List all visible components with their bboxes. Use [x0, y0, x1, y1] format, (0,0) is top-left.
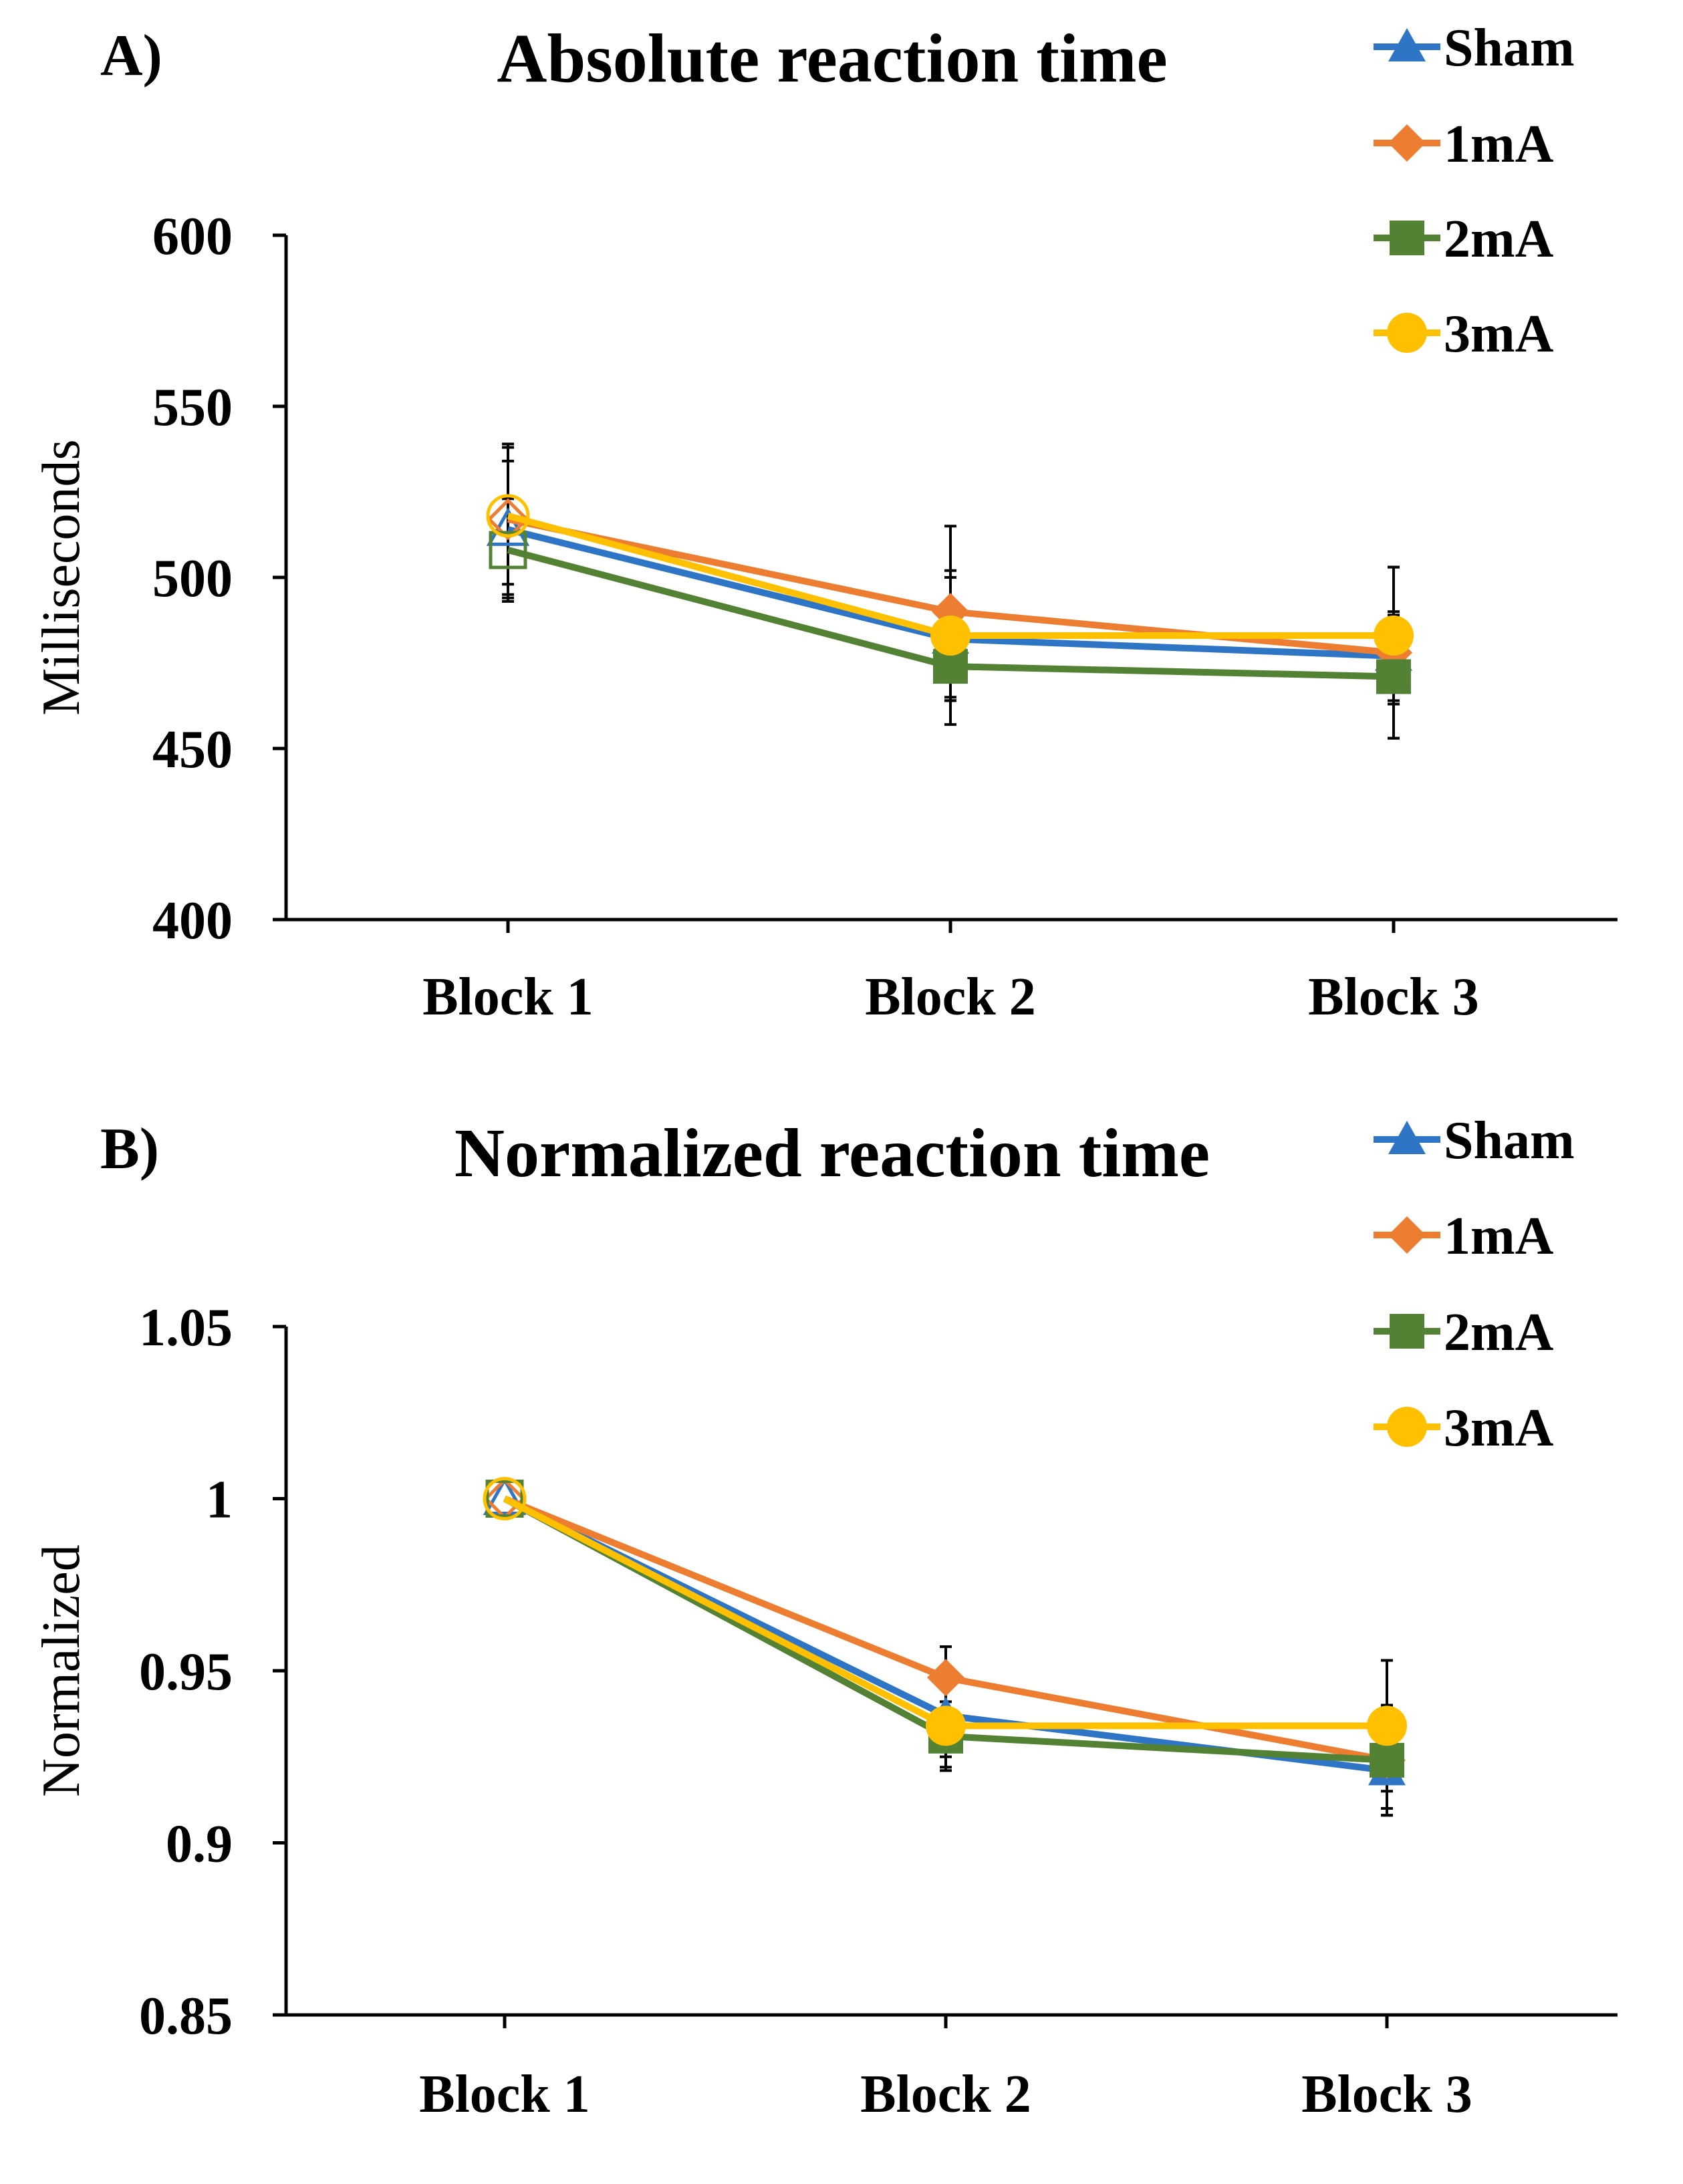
chart-title: Normalized reaction time — [455, 1115, 1210, 1192]
legend-marker — [1390, 221, 1424, 255]
legend-item: 2mA — [1374, 210, 1554, 269]
data-point-3ma — [1374, 616, 1414, 656]
y-tick-label: 0.95 — [139, 1643, 233, 1701]
data-point-3ma — [926, 1705, 966, 1746]
legend-label: Sham — [1444, 19, 1575, 78]
y-tick-label: 500 — [152, 549, 233, 608]
y-tick-label: 400 — [152, 892, 233, 950]
legend-label: Sham — [1444, 1111, 1575, 1170]
legend-item: 3mA — [1374, 1399, 1554, 1458]
legend-marker — [1387, 1407, 1427, 1447]
legend-marker — [1388, 124, 1426, 162]
data-point-3ma — [930, 616, 970, 656]
legend-label: 3mA — [1444, 305, 1554, 364]
data-point-3ma — [486, 494, 530, 538]
y-axis-title: Normalized — [32, 1544, 91, 1797]
legend-item: Sham — [1374, 1111, 1575, 1170]
data-point-2ma — [485, 1480, 524, 1518]
legend-item: Sham — [1374, 19, 1575, 78]
y-tick-label: 0.9 — [166, 1815, 233, 1874]
data-point-3ma — [483, 1477, 527, 1520]
panel-b: B) Normalized reaction time 0.85 0.9 0.95 1 1.… — [32, 1111, 1617, 2124]
chart-title: Absolute reaction time — [497, 20, 1167, 97]
data-point-2ma — [1376, 659, 1411, 694]
legend-label: 1mA — [1444, 115, 1554, 174]
y-tick-label: 550 — [152, 378, 233, 437]
panel-label: A) — [100, 23, 162, 88]
legend: Sham 1mA 2mA 3mA — [1374, 19, 1575, 364]
y-tick-label: 1.05 — [139, 1299, 233, 1357]
legend-item: 2mA — [1374, 1303, 1554, 1362]
data-point-1ma — [927, 1659, 964, 1697]
data-point-1ma — [487, 498, 529, 541]
legend-label: 1mA — [1444, 1207, 1554, 1266]
legend-label: 3mA — [1444, 1399, 1554, 1458]
legend-marker — [1390, 1314, 1424, 1349]
x-category-label: Block 1 — [422, 968, 594, 1027]
y-tick-label: 0.85 — [139, 1987, 233, 2046]
legend-item: 1mA — [1374, 1207, 1554, 1266]
legend-label: 2mA — [1444, 1303, 1554, 1362]
legend-item: 1mA — [1374, 115, 1554, 174]
x-category-label: Block 3 — [1301, 2065, 1472, 2124]
panel-label: B) — [100, 1117, 159, 1182]
x-category-label: Block 3 — [1308, 968, 1479, 1027]
x-category-label: Block 2 — [865, 968, 1036, 1027]
legend-marker — [1387, 313, 1427, 353]
legend-label: 2mA — [1444, 210, 1554, 269]
data-point-2ma — [489, 531, 527, 569]
legend-item: 3mA — [1374, 305, 1554, 364]
y-axis-title: Milliseconds — [32, 439, 91, 715]
legend-marker — [1388, 1121, 1426, 1154]
y-tick-label: 450 — [152, 720, 233, 779]
y-tick-label: 600 — [152, 207, 233, 266]
data-point-sham — [483, 1476, 527, 1515]
legend: Sham 1mA 2mA 3mA — [1374, 1111, 1575, 1458]
data-point-2ma — [1370, 1742, 1404, 1778]
legend-marker — [1388, 28, 1426, 61]
x-category-label: Block 2 — [860, 2065, 1031, 2124]
x-category-label: Block 1 — [419, 2065, 590, 2124]
data-point-3ma — [1367, 1705, 1407, 1746]
y-tick-label: 1 — [206, 1471, 233, 1530]
legend-marker — [1388, 1216, 1426, 1254]
panel-a: A) Absolute reaction time 400 450 500 550 600 B… — [32, 19, 1617, 1027]
